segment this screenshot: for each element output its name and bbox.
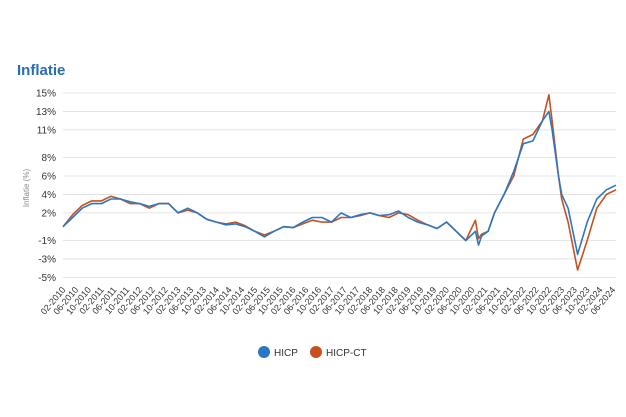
y-tick-label: 4% bbox=[42, 190, 57, 201]
legend-label[interactable]: HICP bbox=[274, 348, 298, 359]
y-tick-label: 13% bbox=[36, 107, 56, 118]
grid bbox=[63, 92, 616, 278]
y-axis-ticks: 15% 13% 11% 8% 6% 4% 2% -1% -3% -5% bbox=[36, 89, 56, 284]
chart-title: Inflatie bbox=[17, 62, 66, 79]
y-tick-label: 6% bbox=[42, 171, 57, 182]
y-tick-label: -5% bbox=[38, 273, 56, 284]
legend[interactable]: HICP HICP-CT bbox=[258, 346, 367, 359]
y-tick-label: 8% bbox=[42, 153, 57, 164]
series-line bbox=[62, 110, 617, 256]
y-tick-label: 15% bbox=[36, 89, 56, 100]
y-axis-label: Inflatie (%) bbox=[22, 169, 31, 208]
legend-swatch[interactable] bbox=[258, 346, 270, 358]
y-tick-label: 2% bbox=[42, 208, 57, 219]
y-tick-label: -3% bbox=[38, 254, 56, 265]
series-line bbox=[62, 94, 617, 271]
series-lines bbox=[62, 94, 617, 271]
legend-label[interactable]: HICP-CT bbox=[326, 348, 367, 359]
x-axis-ticks: 02-201006-201010-201002-201106-201110-20… bbox=[39, 285, 618, 317]
y-tick-label: -1% bbox=[38, 236, 56, 247]
y-tick-label: 11% bbox=[37, 125, 56, 136]
legend-swatch[interactable] bbox=[310, 346, 322, 358]
